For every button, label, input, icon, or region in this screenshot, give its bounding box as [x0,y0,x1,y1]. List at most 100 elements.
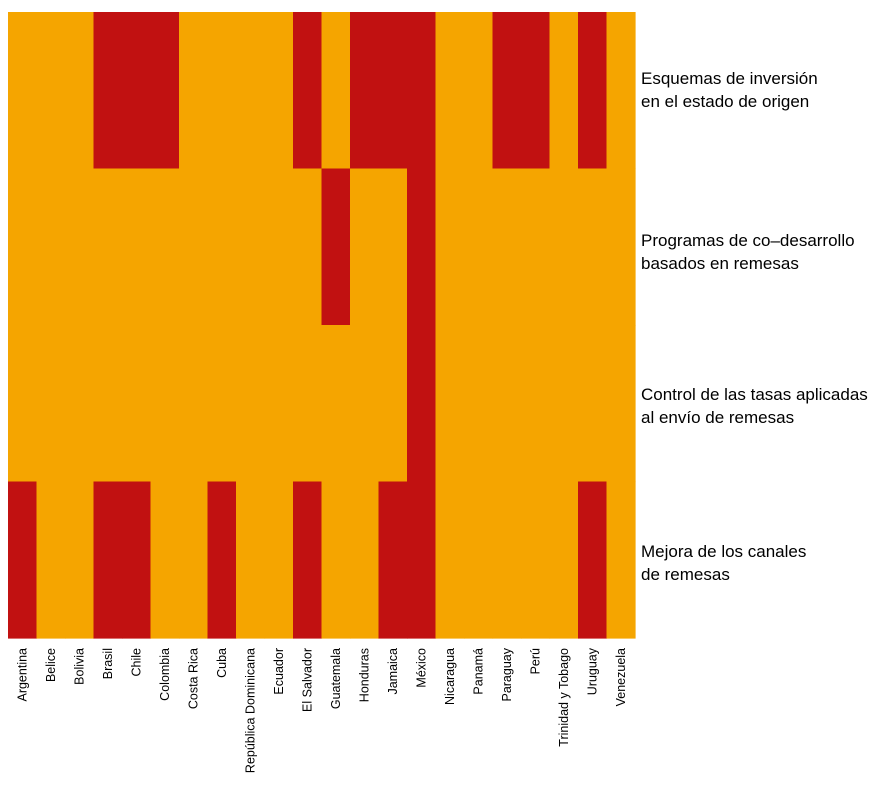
heatmap-cell-r0-peru [521,12,551,170]
row-label-fee-control: Control de las tasas aplicadas al envío … [641,385,868,427]
heatmap-cell-r1-honduras [350,168,380,326]
heatmap-cell-r1-paraguay [492,168,522,326]
heatmap-cell-r3-panama [464,481,494,639]
heatmap-cell-r0-brasil [93,12,123,170]
column-label-guatemala: Guatemala [329,648,343,709]
heatmap-cell-r3-bolivia [65,481,95,639]
heatmap-cell-r2-peru [521,325,551,483]
heatmap-cell-r3-guatemala [321,481,351,639]
column-label-belice: Belice [44,648,58,682]
heatmap-cell-r3-brasil [93,481,123,639]
heatmap-cell-r0-venezuela [606,12,636,170]
heatmap-cell-r1-panama [464,168,494,326]
heatmap-cell-r0-colombia [150,12,180,170]
heatmap-cell-r2-nicaragua [435,325,465,483]
heatmap-cell-r1-republica-dominicana [236,168,266,326]
heatmap-cell-r1-ecuador [264,168,294,326]
column-label-costa-rica: Costa Rica [186,648,200,709]
heatmap-cell-r2-el-salvador [293,325,323,483]
heatmap-cell-r2-argentina [8,325,38,483]
heatmap-cell-r2-brasil [93,325,123,483]
heatmap-cell-r3-republica-dominicana [236,481,266,639]
heatmap-cell-r2-jamaica [378,325,408,483]
heatmap-cell-r3-paraguay [492,481,522,639]
heatmap-cell-r0-trinidad-y-tobago [549,12,579,170]
heatmap-cell-r1-el-salvador [293,168,323,326]
heatmap-cell-r1-chile [122,168,152,326]
column-label-jamaica: Jamaica [386,648,400,695]
heatmap-cell-r2-cuba [207,325,237,483]
column-label-trinidad-y-tobago: Trinidad y Tobago [557,648,571,747]
heatmap-cell-r0-el-salvador [293,12,323,170]
heatmap-cell-r2-bolivia [65,325,95,483]
heatmap-cell-r3-peru [521,481,551,639]
heatmap-cell-r1-uruguay [578,168,608,326]
heatmap-cell-r3-honduras [350,481,380,639]
heatmap-cell-r0-chile [122,12,152,170]
heatmap-cell-r3-uruguay [578,481,608,639]
heatmap-cell-r1-cuba [207,168,237,326]
column-label-peru: Perú [528,648,542,674]
heatmap-cell-r0-guatemala [321,12,351,170]
column-label-honduras: Honduras [357,648,371,702]
column-label-ecuador: Ecuador [272,648,286,695]
heatmap-cell-r0-mexico [407,12,437,170]
heatmap-cell-r0-argentina [8,12,38,170]
heatmap-cell-r2-honduras [350,325,380,483]
heatmap-cell-r0-panama [464,12,494,170]
row-label-remittance-channels: Mejora de los canales de remesas [641,542,807,584]
heatmap-cell-r1-argentina [8,168,38,326]
column-label-bolivia: Bolivia [72,648,86,685]
heatmap-cell-r2-belice [36,325,66,483]
column-label-uruguay: Uruguay [585,647,599,695]
heatmap-cell-r0-ecuador [264,12,294,170]
column-label-nicaragua: Nicaragua [443,648,457,705]
heatmap-cell-r2-trinidad-y-tobago [549,325,579,483]
heatmap-cell-r3-belice [36,481,66,639]
heatmap-cell-r0-bolivia [65,12,95,170]
heatmap-cell-r1-belice [36,168,66,326]
heatmap-cell-r3-chile [122,481,152,639]
heatmap-cell-r1-trinidad-y-tobago [549,168,579,326]
heatmap-cell-r1-nicaragua [435,168,465,326]
heatmap-cell-r3-mexico [407,481,437,639]
heatmap-cell-r0-uruguay [578,12,608,170]
heatmap-cell-r3-trinidad-y-tobago [549,481,579,639]
heatmap-cell-r0-jamaica [378,12,408,170]
column-label-paraguay: Paraguay [500,647,514,701]
column-label-chile: Chile [129,648,143,677]
row-label-co-development-programs: Programas de co–desarrollo basados en re… [641,231,855,273]
heatmap-cell-r2-costa-rica [179,325,209,483]
heatmap-cell-r1-venezuela [606,168,636,326]
heatmap-cell-r2-paraguay [492,325,522,483]
heatmap-cell-r1-costa-rica [179,168,209,326]
heatmap-cell-r2-mexico [407,325,437,483]
heatmap-cell-r3-costa-rica [179,481,209,639]
column-label-brasil: Brasil [101,648,115,679]
heatmap-cell-r0-belice [36,12,66,170]
heatmap-cell-r2-republica-dominicana [236,325,266,483]
heatmap-cell-r0-costa-rica [179,12,209,170]
heatmap-cell-r3-ecuador [264,481,294,639]
column-label-el-salvador: El Salvador [300,648,314,712]
heatmap-cell-r3-colombia [150,481,180,639]
heatmap-cell-r2-panama [464,325,494,483]
heatmap-cell-r1-brasil [93,168,123,326]
heatmap-cell-r3-nicaragua [435,481,465,639]
heatmap-cell-r2-uruguay [578,325,608,483]
heatmap-cell-r0-paraguay [492,12,522,170]
heatmap-cell-r1-colombia [150,168,180,326]
heatmap-cell-r1-jamaica [378,168,408,326]
heatmap-cell-r0-cuba [207,12,237,170]
heatmap-cell-r1-guatemala [321,168,351,326]
heatmap-cell-r0-nicaragua [435,12,465,170]
heatmap-cell-r2-venezuela [606,325,636,483]
heatmap-cell-r3-el-salvador [293,481,323,639]
heatmap-cell-r1-mexico [407,168,437,326]
heatmap-cell-r1-peru [521,168,551,326]
heatmap-cell-r0-republica-dominicana [236,12,266,170]
row-label-investment-schemes: Esquemas de inversión en el estado de or… [641,69,818,111]
heatmap-cell-r3-cuba [207,481,237,639]
column-labels: Argentina Belice Bolivia Brasil Chile Colombi… [15,647,628,773]
